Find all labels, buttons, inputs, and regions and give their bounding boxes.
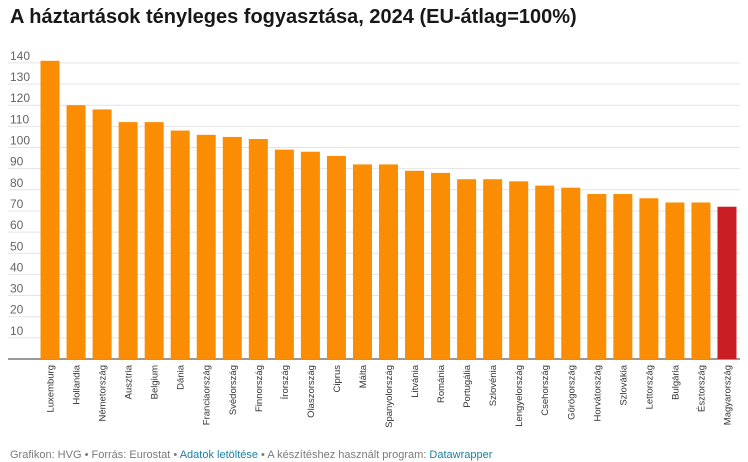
bar xyxy=(196,134,216,359)
bar xyxy=(352,164,372,359)
bar xyxy=(274,149,294,359)
bar xyxy=(118,122,138,360)
y-axis-ticks: 10 20 30 40 50 60 70 80 90 100 110 120 130 140 xyxy=(10,49,30,338)
y-tick-label: 30 xyxy=(10,282,24,296)
x-tick-label: Szlovénia xyxy=(488,364,499,406)
x-tick-label: Finnország xyxy=(254,365,265,412)
bar xyxy=(248,139,268,359)
bar xyxy=(405,170,425,359)
source-text: Forrás: Eurostat xyxy=(91,449,171,461)
bar xyxy=(535,185,555,359)
x-tick-label: Lettország xyxy=(644,365,655,409)
bar xyxy=(40,60,60,359)
x-tick-label: Románia xyxy=(436,364,447,403)
separator: • xyxy=(81,449,92,461)
bar xyxy=(379,164,398,359)
datawrapper-link[interactable]: Datawrapper xyxy=(429,449,493,461)
bar-chart: 10 20 30 40 50 60 70 80 90 100 110 120 130 140 Luxemb… xyxy=(8,49,740,428)
separator: • xyxy=(170,449,180,461)
x-tick-label: Spanyolország xyxy=(384,365,395,428)
bar xyxy=(300,151,320,359)
x-tick-label: Ausztria xyxy=(124,364,135,399)
x-tick-label: Csehország xyxy=(540,365,551,416)
bar xyxy=(144,122,164,360)
x-tick-label: Írország xyxy=(280,365,291,399)
x-tick-label: Bulgária xyxy=(670,364,681,400)
bar xyxy=(613,194,633,359)
bar xyxy=(665,202,685,359)
bar xyxy=(717,206,737,359)
bar xyxy=(222,136,242,359)
x-tick-label: Horvátország xyxy=(592,365,603,422)
bar xyxy=(509,181,529,359)
bars xyxy=(40,60,737,360)
x-tick-label: Németország xyxy=(98,365,109,422)
y-tick-label: 80 xyxy=(10,176,24,190)
credit-text: Grafikon: HVG xyxy=(10,449,82,461)
bar xyxy=(561,187,581,359)
y-tick-label: 100 xyxy=(10,134,30,148)
x-tick-label: Belgium xyxy=(150,365,161,399)
bar xyxy=(639,198,659,359)
bar xyxy=(457,179,477,359)
x-tick-label: Észtország xyxy=(696,365,707,412)
x-tick-label: Magyarország xyxy=(722,365,733,425)
x-tick-label: Hollandia xyxy=(72,364,83,404)
y-tick-label: 60 xyxy=(10,218,24,232)
bar xyxy=(170,130,190,359)
x-tick-label: Málta xyxy=(358,364,369,388)
x-tick-label: Görögország xyxy=(566,365,577,420)
bar xyxy=(92,109,112,360)
x-tick-label: Luxemburg xyxy=(46,365,57,413)
download-data-link[interactable]: Adatok letöltése xyxy=(179,449,258,461)
x-tick-label: Olaszország xyxy=(306,365,317,418)
y-tick-label: 10 xyxy=(10,324,24,338)
y-tick-label: 120 xyxy=(10,91,30,105)
bar xyxy=(326,155,346,359)
x-tick-label: Litvánia xyxy=(410,364,421,397)
x-tick-label: Szlovákia xyxy=(618,364,629,405)
bar xyxy=(483,179,503,359)
y-tick-label: 40 xyxy=(10,260,24,274)
x-tick-label: Portugália xyxy=(462,364,473,407)
chart-title: A háztartások tényleges fogyasztása, 202… xyxy=(10,6,577,28)
x-tick-label: Svédország xyxy=(228,365,239,415)
y-tick-label: 90 xyxy=(10,155,24,169)
y-tick-label: 130 xyxy=(10,70,30,84)
y-tick-label: 50 xyxy=(10,239,24,253)
x-tick-label: Dánia xyxy=(176,364,187,390)
bar xyxy=(691,202,711,359)
y-tick-label: 20 xyxy=(10,303,24,317)
bar xyxy=(587,194,607,359)
tool-text: A készítéshez használt program: xyxy=(267,449,430,461)
x-tick-label: Lengyelország xyxy=(514,365,525,427)
x-axis-labels: Luxemburg Hollandia Németország Ausztria Bel… xyxy=(46,364,734,428)
y-tick-label: 110 xyxy=(10,112,29,126)
x-tick-label: Franciaország xyxy=(202,365,213,425)
footer: Grafikon: HVG • Forrás: Eurostat • Adato… xyxy=(10,449,492,461)
y-tick-label: 70 xyxy=(10,197,24,211)
bar xyxy=(66,105,86,359)
bar xyxy=(431,172,451,359)
y-tick-label: 140 xyxy=(10,49,30,63)
separator: • xyxy=(258,449,268,461)
x-tick-label: Ciprus xyxy=(332,365,343,393)
